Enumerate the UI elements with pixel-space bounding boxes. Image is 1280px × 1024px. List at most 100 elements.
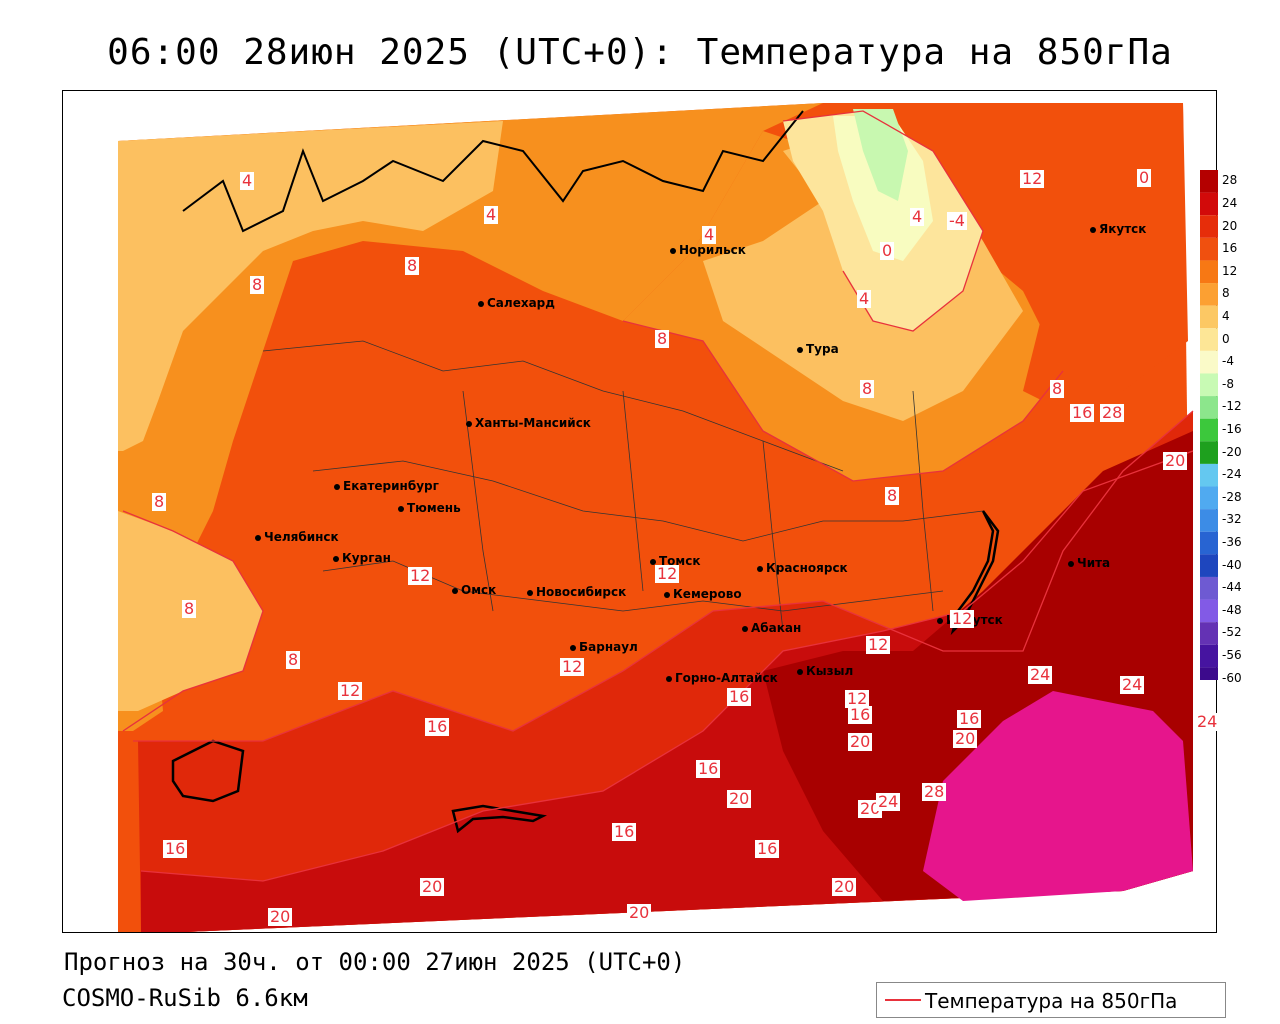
- colorbar-tick-label: -40: [1222, 557, 1242, 572]
- city-dot-icon: [797, 346, 803, 353]
- isoline-label: 20: [1163, 451, 1188, 470]
- isoline-label: 4: [910, 207, 925, 226]
- city-dot-icon: [742, 625, 748, 632]
- colorbar-tick-label: -8: [1222, 376, 1234, 391]
- isoline-label: 20: [832, 877, 857, 896]
- isoline-label: 20: [848, 732, 873, 751]
- city-marker: Салехард: [478, 296, 555, 310]
- city-label: Ханты-Мансийск: [475, 416, 591, 430]
- isoline-label: 12: [866, 635, 891, 654]
- city-label: Норильск: [679, 243, 746, 257]
- isoline-label: 20: [627, 903, 652, 922]
- city-label: Тура: [806, 342, 839, 356]
- isoline-label: 8: [655, 329, 670, 348]
- city-marker: Горно-Алтайск: [666, 671, 778, 685]
- city-label: Кызыл: [806, 664, 854, 678]
- baikal-lake: [950, 510, 1000, 636]
- colorbar-swatch: [1200, 554, 1218, 577]
- colorbar-swatch: [1200, 350, 1218, 374]
- colorbar-tick-label: -24: [1222, 467, 1242, 482]
- isoline-label: 8: [860, 379, 875, 398]
- isoline-label: 16: [755, 839, 780, 858]
- colorbar-tick-label: 8: [1222, 286, 1230, 301]
- colorbar-tick-label: 4: [1222, 308, 1230, 323]
- city-marker: Челябинск: [255, 530, 339, 544]
- city-marker: Курган: [333, 551, 391, 565]
- isoline-label: 8: [152, 492, 167, 511]
- city-marker: Красноярск: [757, 561, 848, 575]
- colorbar-tick-label: -4: [1222, 354, 1234, 369]
- city-marker: Барнаул: [570, 640, 638, 654]
- city-label: Красноярск: [766, 561, 848, 575]
- city-label: Якутск: [1099, 222, 1147, 236]
- colorbar-tick-label: -52: [1222, 625, 1242, 640]
- colorbar-tick-label: 0: [1222, 331, 1230, 346]
- isoline-label: -4: [947, 211, 967, 230]
- colorbar-tick-label: -48: [1222, 602, 1242, 617]
- colorbar-swatch: [1200, 667, 1218, 690]
- map-svg: [118, 103, 1194, 932]
- city-label: Горно-Алтайск: [675, 671, 778, 685]
- city-dot-icon: [398, 505, 404, 512]
- isoline-label: 24: [1120, 675, 1145, 694]
- colorbar-swatch: [1200, 170, 1218, 193]
- colorbar-tick-label: -20: [1222, 444, 1242, 459]
- colorbar-tick-label: 12: [1222, 263, 1238, 278]
- legend-line-swatch: [885, 999, 921, 1001]
- colorbar-tick-label: -12: [1222, 399, 1242, 414]
- city-label: Кемерово: [673, 587, 742, 601]
- city-label: Курган: [342, 551, 391, 565]
- isoline-label: 16: [1070, 403, 1095, 422]
- colorbar-tick-label: -36: [1222, 535, 1242, 550]
- city-label: Барнаул: [579, 640, 638, 654]
- colorbar-tick-label: -28: [1222, 489, 1242, 504]
- city-dot-icon: [478, 300, 484, 307]
- isoline-label: 0: [1137, 168, 1152, 187]
- city-marker: Омск: [452, 583, 496, 597]
- city-label: Новосибирск: [536, 585, 627, 599]
- colorbar-swatch: [1200, 463, 1218, 487]
- isoline-label: 12: [1020, 169, 1045, 188]
- aral-sea: [171, 739, 245, 803]
- zone-28: [923, 691, 1193, 901]
- city-label: Екатеринбург: [343, 479, 439, 493]
- colorbar-tick-label: 24: [1222, 195, 1238, 210]
- colorbar-swatch: [1200, 215, 1218, 238]
- isoline-label: 20: [727, 789, 752, 808]
- isoline-label: 8: [286, 650, 301, 669]
- city-marker: Тура: [797, 342, 839, 356]
- isoline-label: 24: [876, 792, 901, 811]
- city-dot-icon: [670, 247, 676, 254]
- isoline-label: 16: [425, 717, 450, 736]
- colorbar-swatch: [1200, 576, 1218, 600]
- isoline-label: 12: [408, 566, 433, 585]
- city-marker: Тюмень: [398, 501, 461, 515]
- city-label: Тюмень: [407, 501, 461, 515]
- colorbar-tick-label: 20: [1222, 218, 1238, 233]
- isoline-label: 8: [250, 275, 265, 294]
- colorbar-swatch: [1200, 644, 1218, 668]
- line-legend: Температура на 850гПа: [876, 982, 1226, 1018]
- colorbar-tick-label: -56: [1222, 648, 1242, 663]
- city-label: Омск: [461, 583, 497, 597]
- isoline-label: 4: [702, 225, 717, 244]
- city-marker: Екатеринбург: [334, 479, 439, 493]
- city-dot-icon: [334, 483, 340, 490]
- city-marker: Кызыл: [797, 664, 853, 678]
- colorbar-swatch: [1200, 441, 1218, 464]
- isoline-label: 20: [420, 877, 445, 896]
- isoline-label: 8: [182, 599, 197, 618]
- city-marker: Томск: [650, 554, 701, 568]
- isoline-label: 4: [484, 205, 499, 224]
- colorbar-svg: [1200, 170, 1218, 690]
- city-marker: Ханты-Мансийск: [466, 416, 591, 430]
- chart-title: 06:00 28июн 2025 (UTC+0): Температура на…: [107, 32, 1173, 73]
- colorbar-tick-label: -16: [1222, 422, 1242, 436]
- isoline-label: 12: [560, 657, 585, 676]
- colorbar-swatch: [1200, 486, 1218, 510]
- legend-line-label: Температура на 850гПа: [925, 989, 1178, 1013]
- colorbar-tick-label: 28: [1222, 173, 1238, 188]
- colorbar-swatch: [1200, 237, 1218, 261]
- isoline-label: 16: [957, 709, 982, 728]
- colorbar-swatch: [1200, 283, 1218, 306]
